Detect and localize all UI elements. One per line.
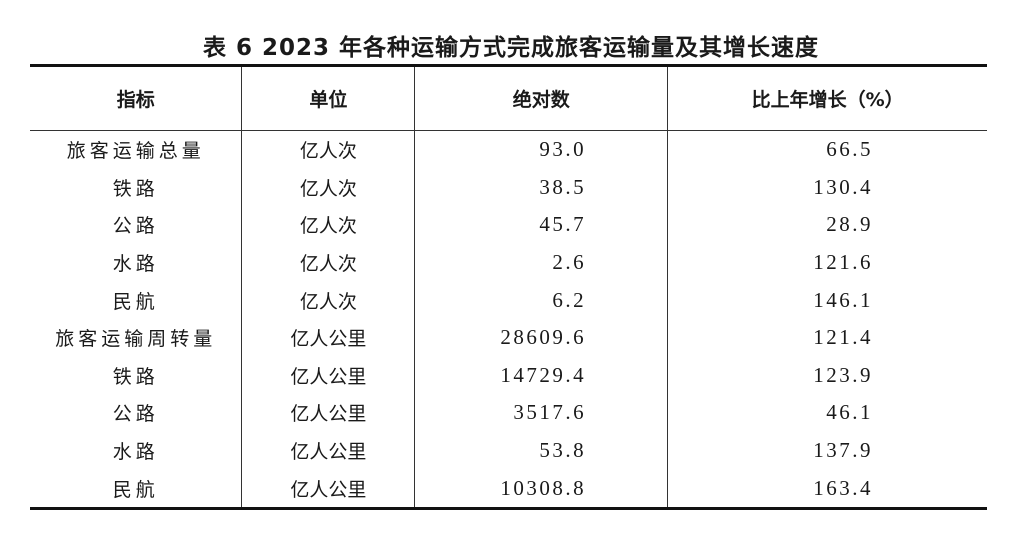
value-cell: 2.6 [414,243,668,282]
growth-cell: 130.4 [667,168,987,207]
header-unit: 单位 [241,65,415,131]
unit-cell: 亿人公里 [241,394,415,432]
value-cell: 45.7 [414,206,668,244]
growth-cell: 146.1 [667,281,987,319]
growth-cell: 28.9 [667,206,987,244]
indicator-cell: 铁路 [112,177,159,200]
growth-cell: 123.9 [667,356,987,395]
table-row: 公路 亿人次 45.7 28.9 [30,206,987,244]
header-growth: 比上年增长（%） [667,65,987,131]
value-cell: 28609.6 [414,318,668,357]
value-cell: 53.8 [414,431,668,470]
table-title: 表 6 2023 年各种运输方式完成旅客运输量及其增长速度 [202,35,820,61]
value-cell: 3517.6 [414,394,668,432]
growth-cell: 137.9 [667,431,987,470]
unit-cell: 亿人公里 [241,356,415,395]
value-cell: 6.2 [414,281,668,319]
indicator-cell: 水路 [112,253,159,276]
indicator-cell: 公路 [112,215,159,238]
unit-cell: 亿人次 [241,206,415,244]
growth-cell: 121.4 [667,318,987,357]
unit-cell: 亿人公里 [241,431,415,470]
indicator-cell: 公路 [112,403,159,426]
growth-cell: 46.1 [667,394,987,432]
unit-cell: 亿人次 [241,281,415,319]
growth-cell: 66.5 [667,130,987,169]
value-cell: 93.0 [414,130,668,169]
indicator-cell: 旅客运输周转量 [55,328,217,351]
unit-cell: 亿人次 [241,168,415,207]
table-row: 公路 亿人公里 3517.6 46.1 [30,394,987,432]
indicator-cell: 铁路 [112,365,159,388]
unit-cell: 亿人公里 [241,318,415,357]
unit-cell: 亿人公里 [241,469,415,509]
passenger-transport-table: 指标 单位 绝对数 比上年增长（%） 旅客运输总量 亿人次 93.0 66.5 铁路 亿人… [30,64,987,510]
table-row: 民航 亿人次 6.2 146.1 [30,281,987,319]
indicator-cell: 民航 [112,290,159,313]
indicator-cell: 民航 [112,478,159,501]
indicator-cell: 水路 [112,441,159,464]
header-absolute-value: 绝对数 [414,65,668,131]
growth-cell: 163.4 [667,469,987,509]
table-row: 水路 亿人公里 53.8 137.9 [30,431,987,470]
value-cell: 14729.4 [414,356,668,395]
header-row: 指标 单位 绝对数 比上年增长（%） [30,65,987,131]
indicator-cell: 旅客运输总量 [66,140,205,163]
value-cell: 10308.8 [414,469,668,509]
table-row: 铁路 亿人公里 14729.4 123.9 [30,356,987,395]
table-row: 旅客运输周转量 亿人公里 28609.6 121.4 [30,318,987,357]
table-row: 铁路 亿人次 38.5 130.4 [30,168,987,207]
value-cell: 38.5 [414,168,668,207]
growth-cell: 121.6 [667,243,987,282]
unit-cell: 亿人次 [241,130,415,169]
table-row: 旅客运输总量 亿人次 93.0 66.5 [30,130,987,169]
unit-cell: 亿人次 [241,243,415,282]
table-row: 水路 亿人次 2.6 121.6 [30,243,987,282]
table-row: 民航 亿人公里 10308.8 163.4 [30,469,987,509]
header-indicator: 指标 [30,65,242,131]
